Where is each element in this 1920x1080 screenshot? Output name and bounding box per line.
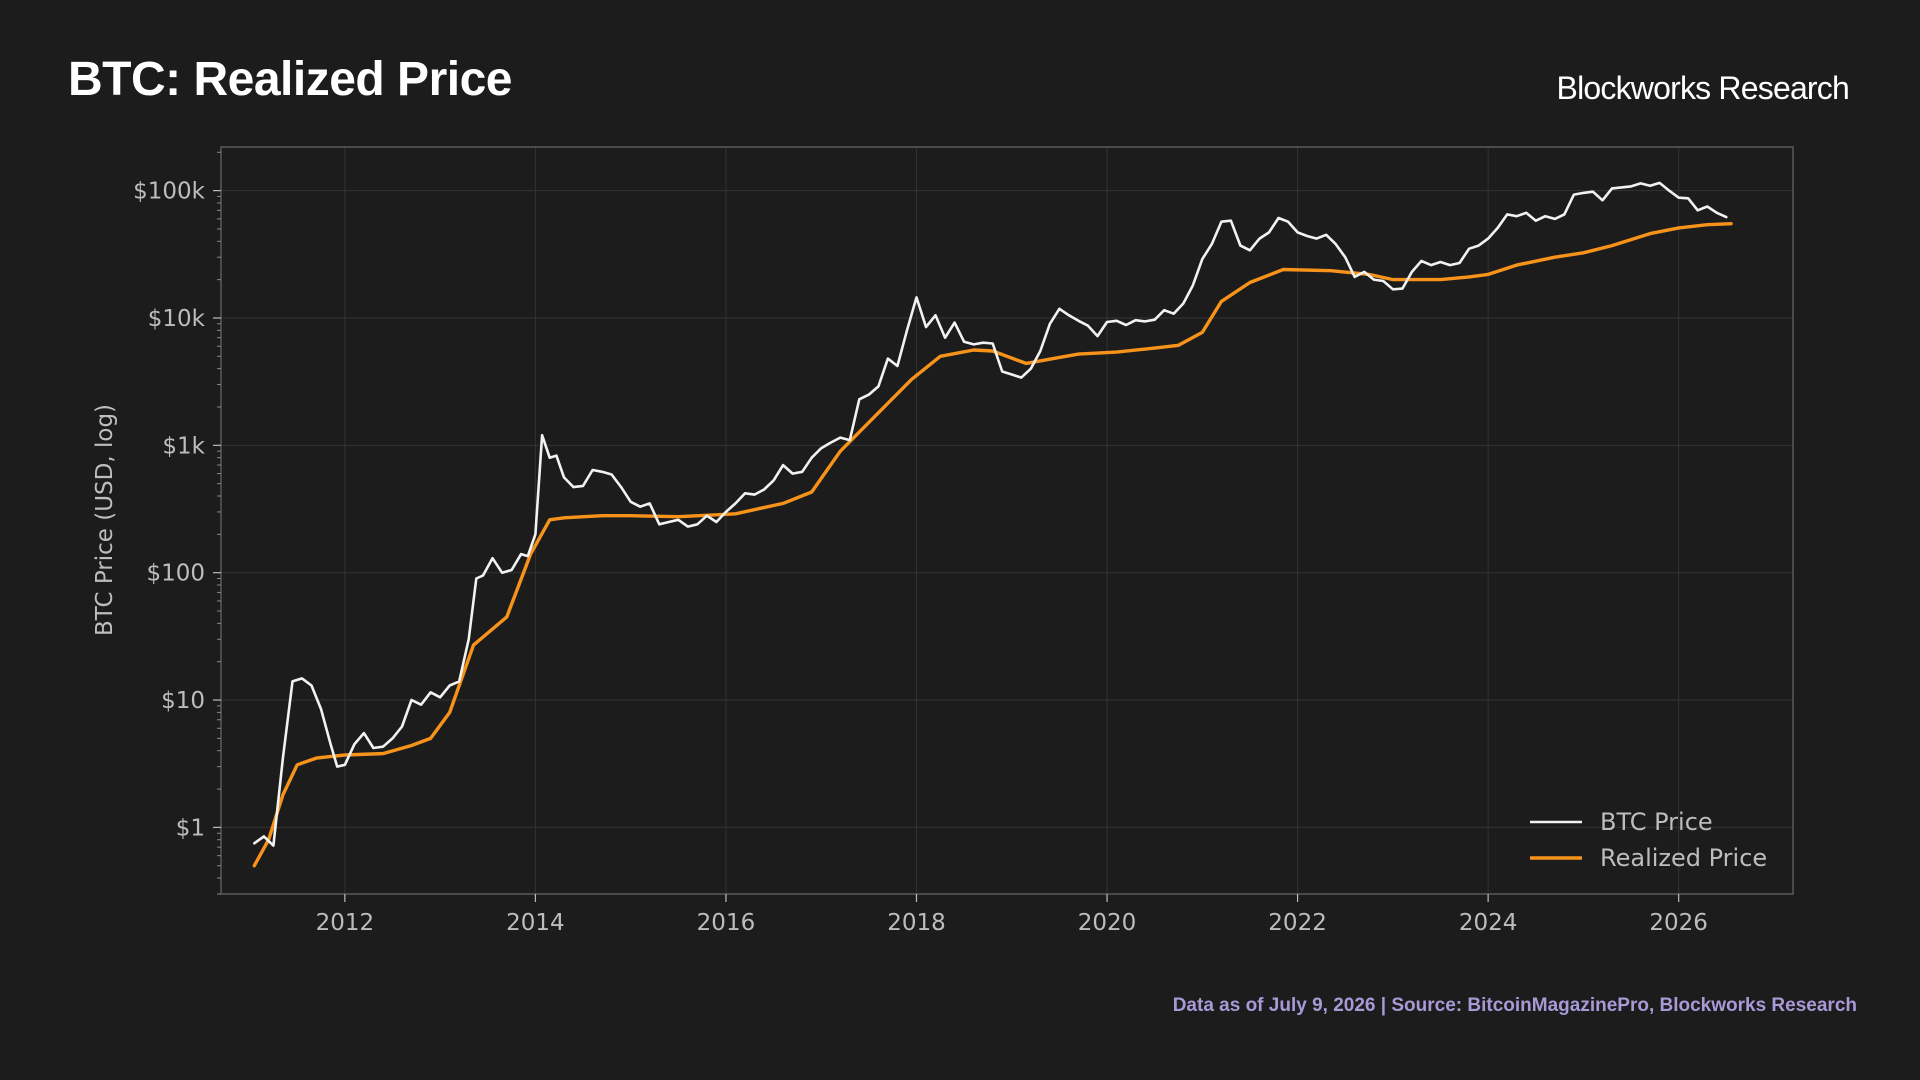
plot-border [220,146,1794,895]
x-tick-label: 2018 [887,910,946,936]
y-axis-label: BTC Price (USD, log) [92,404,118,636]
y-tick-label: $100 [146,561,205,587]
legend-label: Realized Price [1600,844,1767,872]
legend: BTC Price Realized Price [1530,808,1767,872]
btc-price-line [253,181,1728,847]
x-tick-label: 2014 [506,910,565,936]
y-tick-label: $1 [176,815,205,841]
y-minor-ticks [217,151,221,895]
realized-price-line [252,222,1733,868]
y-tick-label: $1k [162,433,205,459]
x-tick-label: 2020 [1078,910,1137,936]
y-tick-label: $10k [148,306,206,332]
series-layer [252,181,1733,868]
x-tick-label: 2022 [1268,910,1327,936]
y-tick-label: $100k [133,179,206,205]
footer-note: Data as of July 9, 2026 | Source: Bitcoi… [1172,995,1857,1016]
page-title: BTC: Realized Price [68,53,512,106]
y-tick-label: $10 [161,688,205,714]
brand-logo-text: Blockworks Research [1556,70,1850,106]
legend-label: BTC Price [1600,808,1713,836]
grid-lines [221,147,1793,894]
x-tick-label: 2026 [1649,910,1708,936]
x-tick-label: 2016 [697,910,756,936]
y-axis-ticks: $1 $10 $100 $1k $10k $100k [133,179,221,841]
x-tick-label: 2012 [316,910,375,936]
x-axis-ticks: 2012 2014 2016 2018 2020 2022 2024 2026 [316,894,1708,936]
x-tick-label: 2024 [1459,910,1518,936]
